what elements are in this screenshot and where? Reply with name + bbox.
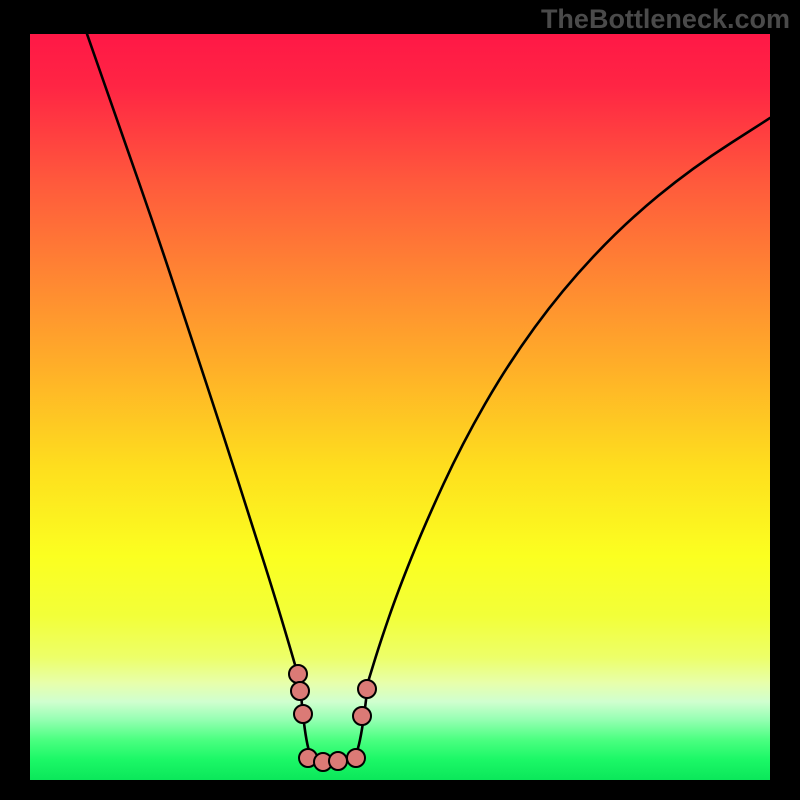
nodule xyxy=(347,749,365,767)
nodule xyxy=(329,752,347,770)
nodule xyxy=(358,680,376,698)
nodule xyxy=(294,705,312,723)
chart-container: TheBottleneck.com xyxy=(0,0,800,800)
nodule xyxy=(291,682,309,700)
nodule xyxy=(289,665,307,683)
nodule xyxy=(299,749,317,767)
nodule-group xyxy=(289,665,376,771)
watermark-text: TheBottleneck.com xyxy=(541,4,790,35)
curve-svg xyxy=(30,34,770,780)
bottleneck-curve xyxy=(87,34,770,761)
nodule xyxy=(314,753,332,771)
nodule xyxy=(353,707,371,725)
plot-area xyxy=(30,34,770,780)
